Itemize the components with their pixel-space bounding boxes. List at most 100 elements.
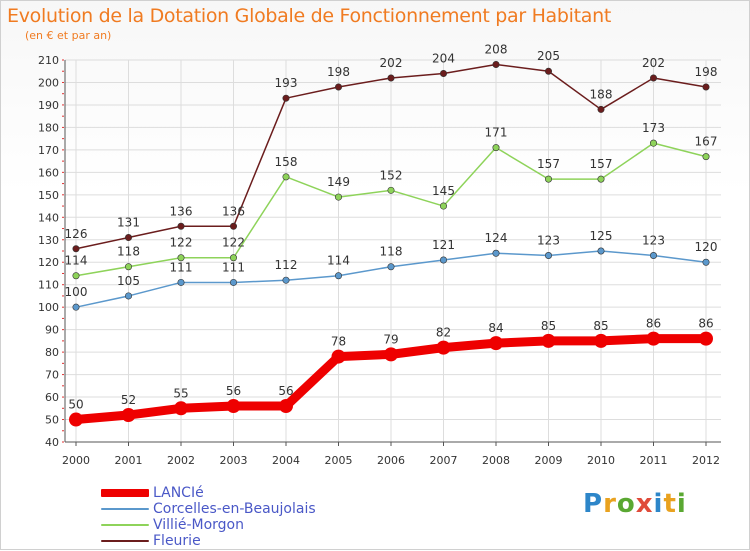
logo-letter: i [676, 489, 687, 519]
x-tick-label: 2002 [167, 454, 195, 467]
data-label: 100 [65, 285, 88, 299]
y-tick-label: 200 [38, 76, 59, 89]
data-label: 157 [537, 157, 560, 171]
data-point [121, 408, 136, 423]
data-point [594, 333, 608, 348]
data-label: 136 [222, 204, 245, 218]
x-tick-label: 2010 [587, 454, 615, 467]
x-tick-label: 2003 [220, 454, 248, 467]
y-tick-label: 100 [38, 301, 59, 314]
y-tick-label: 110 [38, 279, 59, 292]
data-point [125, 292, 133, 300]
y-tick-label: 130 [38, 234, 59, 247]
data-point [279, 399, 293, 414]
data-point [436, 340, 451, 355]
data-label: 158 [275, 155, 298, 169]
data-point [702, 83, 710, 91]
data-label: 202 [380, 56, 403, 70]
legend-swatch-fleurie [101, 540, 149, 542]
data-label: 123 [642, 233, 665, 247]
data-label: 198 [695, 65, 718, 79]
series-fleurie: 126 131 136 136 193 198 202 204 208 205 188 202 198 [65, 42, 718, 253]
data-point [544, 251, 552, 259]
data-point [230, 222, 238, 230]
data-label: 118 [380, 245, 403, 259]
data-label: 52 [121, 393, 136, 407]
data-point [387, 186, 395, 194]
data-point [489, 336, 503, 351]
data-label: 125 [590, 229, 613, 243]
data-point [699, 331, 713, 346]
data-label: 198 [327, 65, 350, 79]
proxiti-logo: Proxiti [583, 489, 687, 519]
x-tick-label: 2011 [640, 454, 668, 467]
x-tick-label: 2001 [115, 454, 143, 467]
data-label: 121 [432, 238, 455, 252]
x-tick-label: 2012 [692, 454, 720, 467]
data-point [439, 69, 447, 77]
data-label: 55 [173, 386, 188, 400]
data-label: 85 [541, 319, 556, 333]
data-point [649, 251, 657, 259]
data-point [177, 278, 185, 286]
y-tick-label: 40 [45, 436, 59, 449]
data-point [439, 256, 447, 264]
data-point [597, 105, 605, 113]
series-villie: 114 118 122 122 158 149 152 145 171 157 157 173 167 [65, 121, 717, 280]
logo-letter: r [603, 489, 617, 519]
data-label: 112 [275, 258, 298, 272]
data-point [230, 278, 238, 286]
y-tick-label: 160 [38, 166, 59, 179]
data-point [387, 74, 395, 82]
data-label: 152 [380, 168, 403, 182]
data-label: 82 [436, 326, 451, 340]
y-tick-label: 80 [45, 346, 59, 359]
data-label: 123 [537, 233, 560, 247]
x-tick-label: 2006 [377, 454, 405, 467]
legend-label-corcelles: Corcelles-en-Beaujolais [153, 501, 316, 517]
chart-title: Evolution de la Dotation Globale de Fonc… [7, 5, 612, 27]
logo-letter: o [616, 489, 636, 519]
y-tick-label: 150 [38, 189, 59, 202]
legend-swatch-lancie [101, 489, 149, 497]
data-point [439, 202, 447, 210]
data-label: 204 [432, 51, 455, 65]
data-point [597, 247, 605, 255]
y-tick-label: 90 [45, 324, 59, 337]
data-label: 85 [593, 319, 608, 333]
data-label: 118 [117, 245, 140, 259]
y-tick-label: 120 [38, 256, 59, 269]
legend-item-corcelles: Corcelles-en-Beaujolais [101, 501, 316, 517]
data-label: 208 [485, 42, 508, 56]
data-point [334, 83, 342, 91]
data-label: 126 [65, 227, 88, 241]
data-label: 193 [275, 76, 298, 90]
legend-item-fleurie: Fleurie [101, 533, 316, 549]
data-label: 188 [590, 87, 613, 101]
logo-letter: P [583, 489, 604, 519]
data-label: 145 [432, 184, 455, 198]
data-point [492, 249, 500, 257]
data-point [282, 276, 290, 284]
data-point [125, 263, 133, 271]
y-tick-label: 50 [45, 414, 59, 427]
data-label: 114 [65, 254, 88, 268]
data-point [334, 272, 342, 280]
data-point [492, 144, 500, 152]
data-point [597, 175, 605, 183]
data-label: 114 [327, 254, 350, 268]
data-point [387, 263, 395, 271]
data-label: 131 [117, 216, 140, 230]
x-tick-label: 2005 [325, 454, 353, 467]
data-label: 50 [68, 398, 83, 412]
legend-swatch-villie [101, 524, 149, 526]
data-point [177, 254, 185, 262]
legend-label-fleurie: Fleurie [153, 533, 201, 549]
data-point [331, 349, 346, 364]
data-label: 122 [170, 236, 193, 250]
data-point [544, 175, 552, 183]
legend-label-villie: Villié-Morgon [153, 517, 244, 533]
data-point [541, 333, 556, 348]
data-point [702, 258, 710, 266]
